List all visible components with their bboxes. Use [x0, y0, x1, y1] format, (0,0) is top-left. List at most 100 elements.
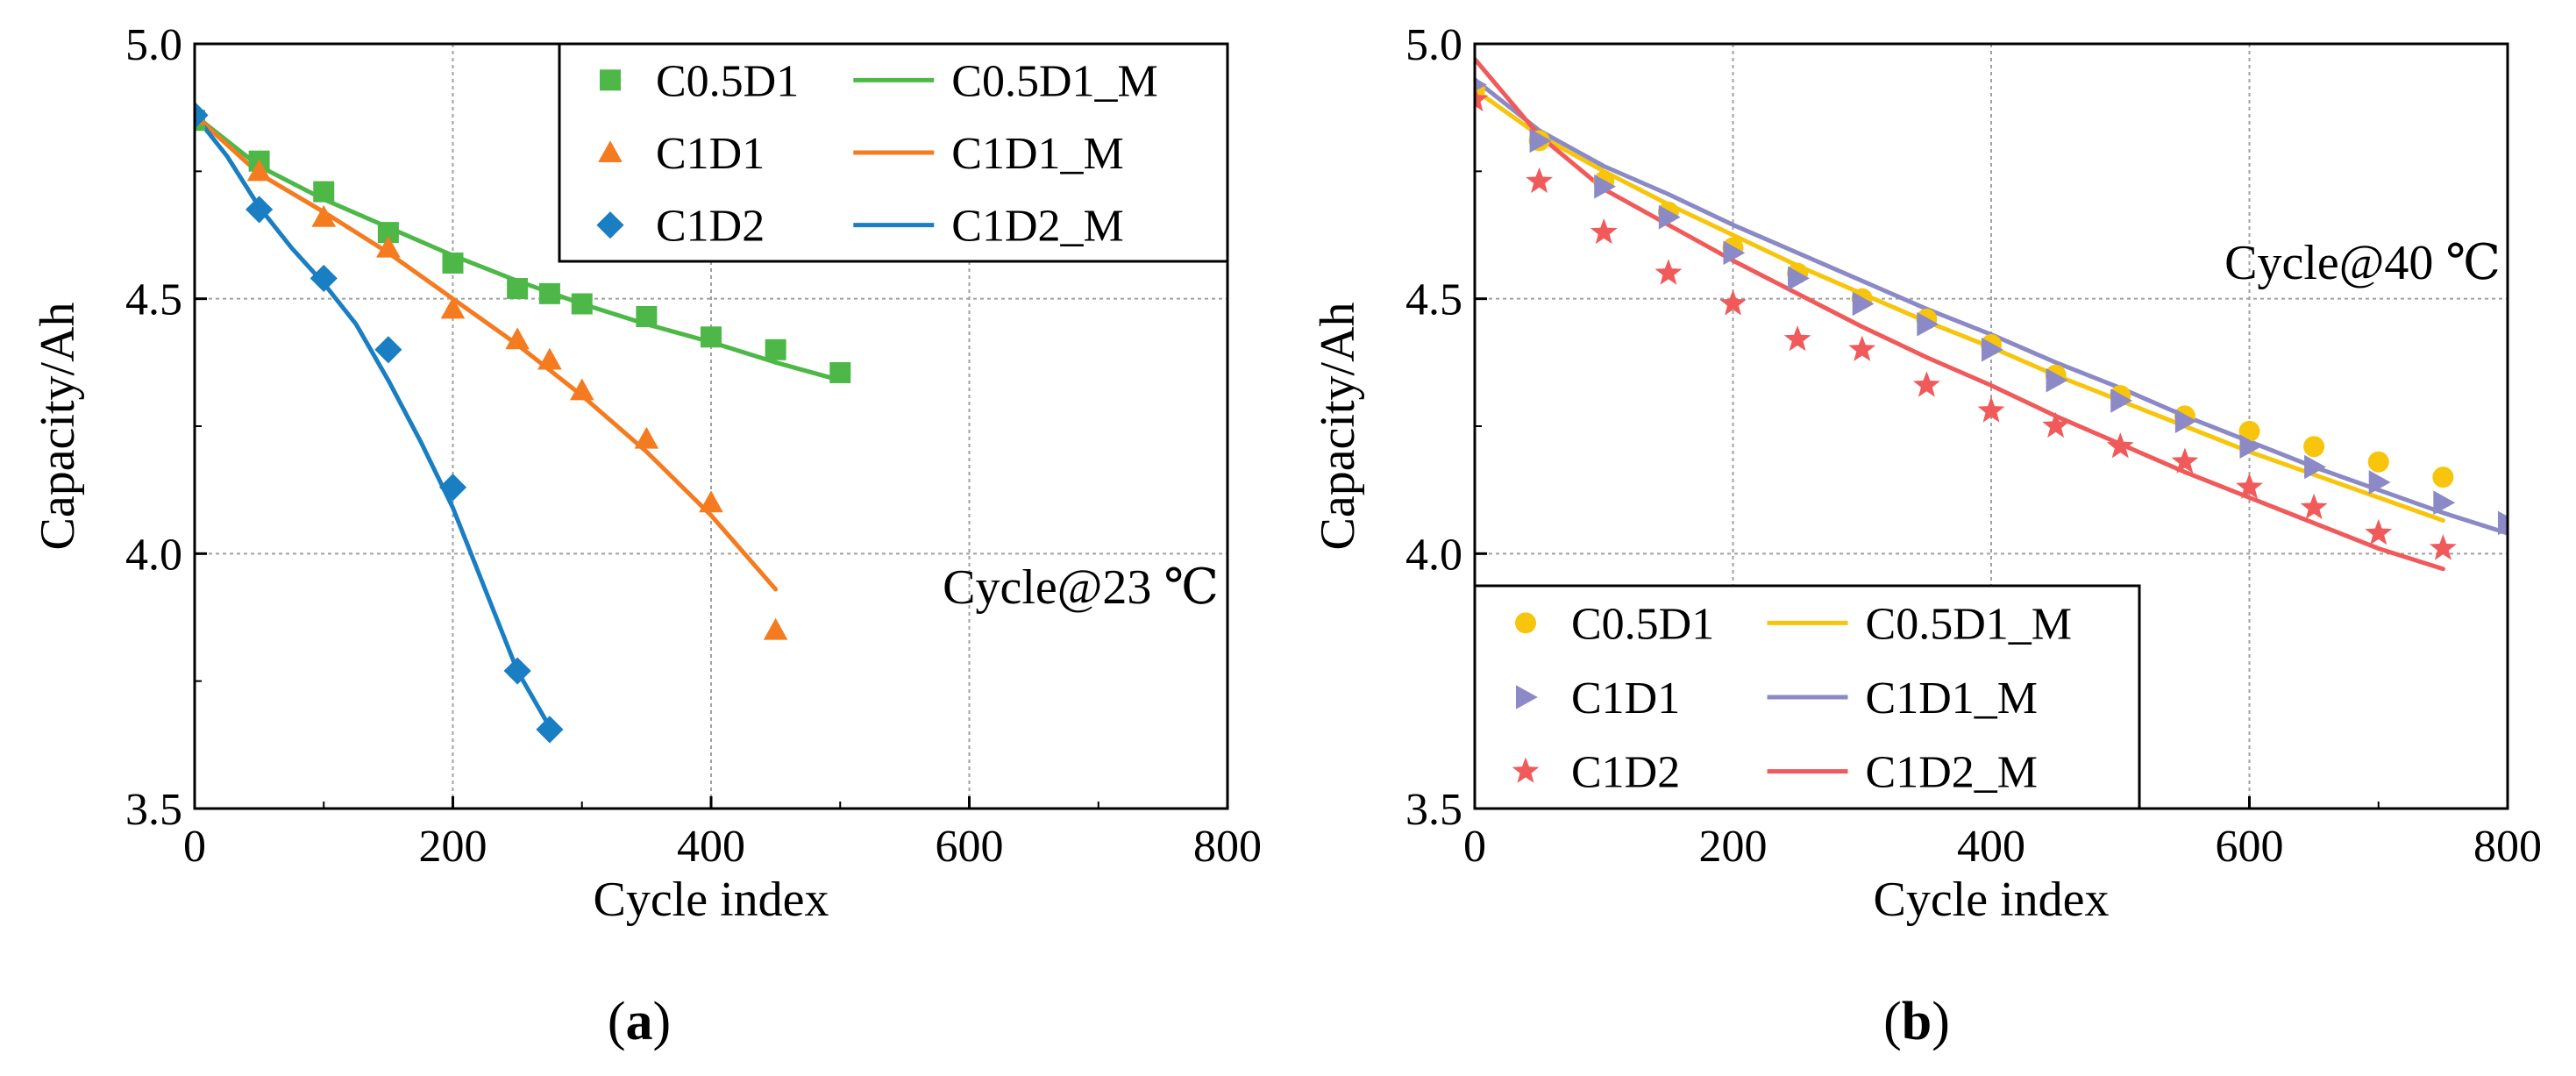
- legend: C0.5D1 C1D1 C1D2 C0.5D1_M C1D1_M C1D2_M: [558, 42, 1229, 263]
- panel-label: (b): [1883, 992, 1950, 1051]
- legend-marker-C1D2: [1512, 757, 1540, 783]
- data-point: [442, 252, 464, 274]
- data-point: [1977, 396, 2005, 423]
- x-axis-label: Cycle index: [1873, 873, 2109, 927]
- data-point: [634, 426, 659, 449]
- data-point: [1783, 325, 1811, 352]
- data-point: [440, 296, 466, 319]
- legend-label: C1D2_M: [951, 202, 1123, 252]
- y-tick-label: 5.0: [125, 20, 182, 70]
- series-markers-C1D1: [1475, 77, 2508, 536]
- legend-marker-C0.5D1: [1515, 612, 1536, 634]
- legend-label: C1D1_M: [1866, 673, 2038, 723]
- legend-marker-C1D1: [598, 140, 623, 163]
- chart-panel-b: 0 200 400 600 800 3.5 4.0 4.5 5.0 Cycle index Capa…: [1311, 20, 2542, 1051]
- plot-area: [195, 101, 851, 744]
- x-tick-label: 400: [1957, 822, 2025, 872]
- series-line-C1D2_M: [1475, 56, 2445, 572]
- panel-label-open: (: [1883, 992, 1902, 1051]
- data-point: [1658, 204, 1681, 230]
- legend: C0.5D1 C1D1 C1D2 C0.5D1_M C1D1_M C1D2_M: [1473, 584, 2141, 810]
- x-tick-label: 200: [1699, 822, 1768, 872]
- x-tick-label: 800: [2473, 822, 2542, 872]
- data-point: [2110, 388, 2133, 413]
- data-point: [246, 159, 272, 182]
- data-point: [701, 326, 722, 348]
- plot-area: [1475, 56, 2508, 572]
- data-point: [2432, 467, 2454, 488]
- panel-label: (a): [608, 992, 671, 1051]
- data-point: [2174, 409, 2197, 433]
- legend-label: C1D2_M: [1866, 748, 2038, 798]
- data-point: [699, 490, 723, 513]
- data-point: [377, 222, 399, 244]
- legend-label: C1D2: [656, 202, 765, 252]
- data-point: [311, 204, 337, 227]
- data-point: [1654, 259, 1683, 285]
- data-point: [1719, 289, 1747, 316]
- y-tick-label: 3.5: [1405, 785, 1462, 835]
- data-point: [763, 617, 788, 640]
- data-point: [2042, 411, 2069, 438]
- y-axis-label: Capacity/Ah: [31, 302, 85, 550]
- data-point: [2236, 473, 2263, 499]
- data-point: [1590, 217, 1618, 245]
- panel-label-close: ): [653, 992, 672, 1051]
- series-markers-C1D2: [1475, 85, 2457, 560]
- data-point: [571, 293, 593, 315]
- data-point: [2497, 510, 2508, 536]
- data-point: [537, 347, 562, 370]
- data-point: [1848, 335, 1876, 361]
- data-point: [2430, 534, 2457, 560]
- y-tick-label: 5.0: [1405, 20, 1462, 70]
- data-point: [2433, 490, 2456, 515]
- x-axis-label: Cycle index: [593, 873, 829, 927]
- data-point: [829, 361, 851, 383]
- data-point: [569, 378, 594, 401]
- legend-marker-C1D1: [1515, 685, 1538, 709]
- data-point: [438, 474, 467, 502]
- x-tick-label: 0: [183, 822, 206, 872]
- data-point: [503, 657, 531, 685]
- data-point: [2239, 434, 2262, 460]
- annotation: Cycle@40 ℃: [2224, 236, 2501, 290]
- legend-label: C1D1_M: [951, 129, 1123, 179]
- data-point: [505, 327, 530, 350]
- data-point: [313, 181, 335, 203]
- panel-label-close: ): [1932, 992, 1950, 1051]
- chart-panel-a: 0 200 400 600 800 3.5 4.0 4.5 5.0 Cycle index Capa…: [31, 20, 1262, 1051]
- annotation: Cycle@23 ℃: [943, 560, 1219, 615]
- legend-label: C0.5D1: [656, 56, 799, 106]
- x-tick-label: 200: [419, 822, 487, 872]
- data-point: [1723, 240, 1746, 266]
- legend-label: C1D1: [1571, 673, 1680, 723]
- data-point: [1475, 77, 1487, 92]
- data-point: [636, 306, 658, 328]
- data-point: [2300, 493, 2328, 520]
- data-point: [1981, 338, 2003, 362]
- y-tick-label: 4.5: [125, 275, 182, 325]
- panel-label-letter: b: [1902, 992, 1932, 1051]
- legend-label: C0.5D1_M: [951, 56, 1157, 106]
- series-markers-C1D2: [195, 101, 564, 744]
- data-point: [310, 264, 338, 293]
- x-tick-label: 400: [677, 822, 745, 872]
- data-point: [1475, 85, 1489, 112]
- data-point: [2367, 451, 2389, 473]
- x-tick-label: 600: [936, 822, 1004, 872]
- legend-label: C1D2: [1571, 748, 1680, 798]
- panel-label-letter: a: [626, 992, 653, 1051]
- y-tick-label: 4.0: [125, 530, 182, 580]
- legend-marker-C1D2: [596, 211, 624, 239]
- data-point: [2303, 436, 2325, 458]
- data-point: [2368, 470, 2391, 495]
- data-point: [2046, 367, 2068, 393]
- data-point: [2238, 420, 2260, 442]
- legend-label: C1D1: [656, 129, 765, 179]
- data-point: [1529, 128, 1552, 153]
- legend-label: C0.5D1_M: [1866, 599, 2072, 649]
- data-point: [1913, 371, 1940, 397]
- x-tick-label: 0: [1463, 822, 1486, 872]
- data-point: [2106, 432, 2134, 459]
